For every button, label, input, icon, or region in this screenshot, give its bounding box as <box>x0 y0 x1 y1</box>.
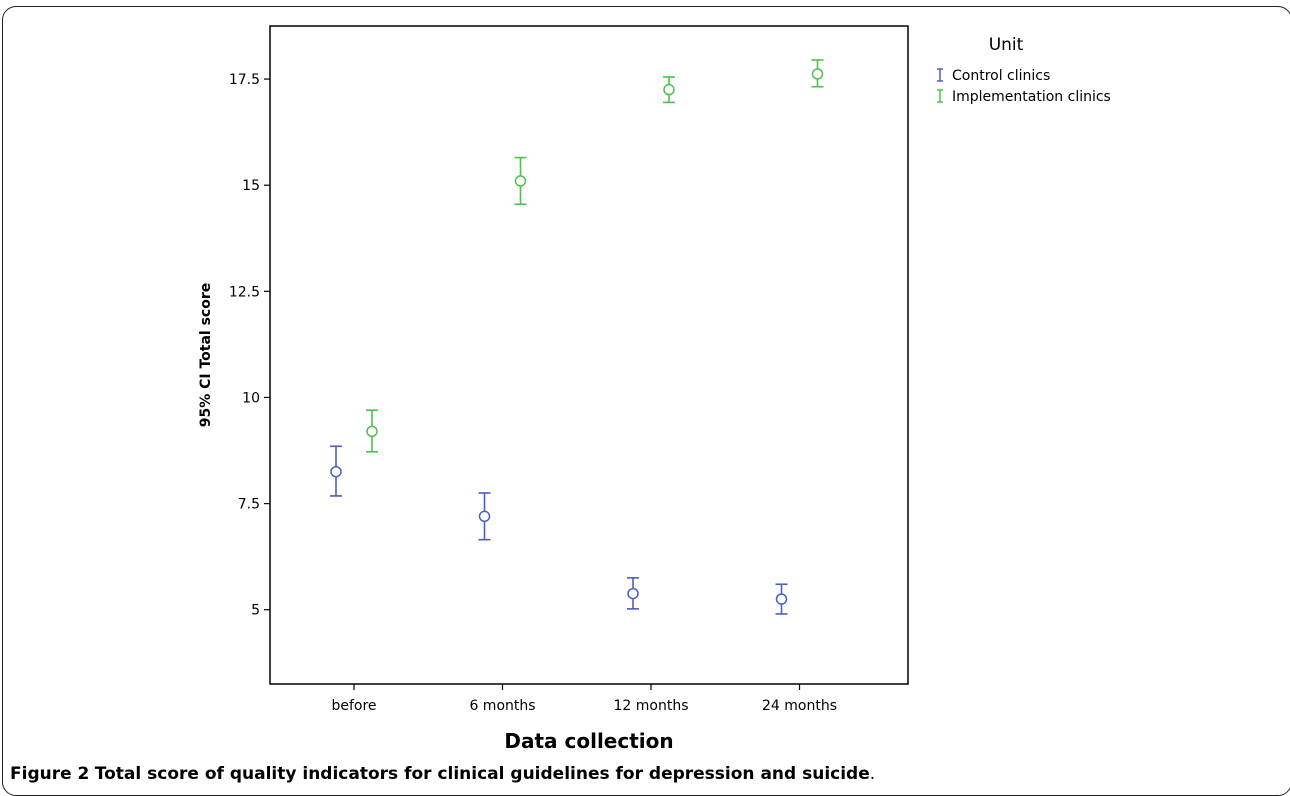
caption-end: . <box>869 764 876 784</box>
legend-label: Implementation clinics <box>952 89 1111 105</box>
y-tick-label: 15 <box>242 178 260 194</box>
y-tick-label: 5 <box>251 603 260 619</box>
x-tick-label: 12 months <box>614 698 689 714</box>
mean-point <box>811 68 824 80</box>
x-axis-label: Data collection <box>504 729 673 753</box>
legend: Unit Control clinics Implementation clini… <box>937 35 1111 105</box>
mean-point <box>663 83 675 96</box>
figure-caption: Figure 2 Total score of quality indicato… <box>10 764 875 784</box>
legend-title: Unit <box>989 35 1024 55</box>
y-tick-label: 10 <box>242 390 260 406</box>
mean-point <box>366 425 378 438</box>
mean-point <box>330 465 342 478</box>
y-tick-label: 12.5 <box>229 284 260 300</box>
legend-label: Control clinics <box>952 68 1050 84</box>
caption-text: Total score of quality indicators for cl… <box>94 764 870 784</box>
series-implementation-clinics <box>366 59 824 453</box>
mean-point <box>514 175 527 187</box>
series-control-clinics <box>330 445 788 615</box>
x-axis: before 6 months 12 months 24 months <box>331 684 837 714</box>
mean-point <box>478 510 491 523</box>
y-tick-label: 17.5 <box>229 72 260 88</box>
y-axis: 5 7.5 10 12.5 15 17.5 <box>229 72 270 619</box>
error-bar-chart: 5 7.5 10 12.5 15 17.5 before 6 months 12 months… <box>198 25 1111 753</box>
y-axis-label: 95% CI Total score <box>198 283 214 428</box>
chart-marks <box>330 59 824 615</box>
caption-label: Figure 2 <box>10 764 90 784</box>
plot-area <box>269 25 909 685</box>
y-tick-label: 7.5 <box>238 497 260 513</box>
x-tick-label: before <box>331 698 376 714</box>
mean-point <box>627 587 639 600</box>
x-tick-label: 6 months <box>469 698 535 714</box>
mean-point <box>775 593 788 605</box>
x-tick-label: 24 months <box>762 698 837 714</box>
